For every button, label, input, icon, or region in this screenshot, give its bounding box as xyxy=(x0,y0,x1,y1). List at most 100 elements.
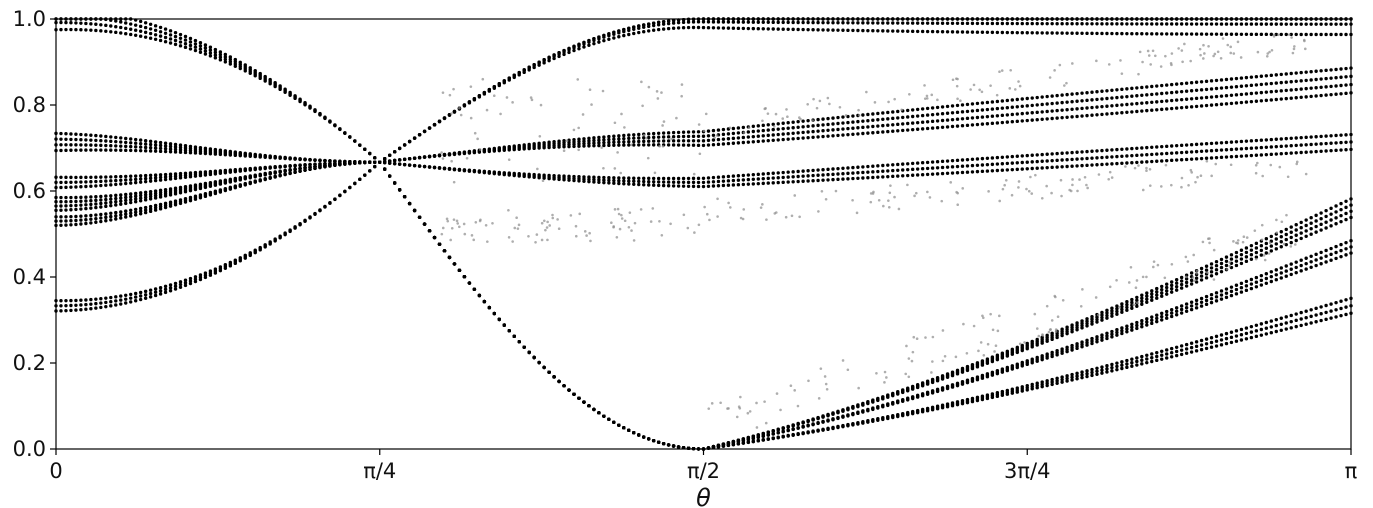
data-point xyxy=(950,124,955,129)
data-point xyxy=(1234,259,1239,263)
data-point xyxy=(856,410,860,414)
data-point xyxy=(612,181,616,185)
data-point xyxy=(1130,31,1134,36)
data-point xyxy=(826,167,830,172)
data-point xyxy=(587,175,591,179)
data-point xyxy=(1085,156,1089,161)
data-point xyxy=(1169,151,1174,155)
data-point xyxy=(148,291,153,296)
data-point xyxy=(691,180,696,185)
data-point xyxy=(1229,147,1234,152)
data-point xyxy=(457,150,462,155)
data-point xyxy=(985,162,990,167)
data-point xyxy=(203,192,208,196)
data-point xyxy=(318,111,322,116)
data-point xyxy=(1234,154,1239,159)
data-point xyxy=(886,29,890,33)
data-point xyxy=(1274,329,1278,334)
data-point xyxy=(1120,329,1124,333)
data-point xyxy=(960,117,965,121)
data-point xyxy=(910,173,915,177)
data-point xyxy=(965,170,970,174)
data-point xyxy=(1339,140,1343,145)
data-point xyxy=(133,148,138,153)
data-point xyxy=(129,214,133,218)
data-point xyxy=(726,183,731,187)
data-point xyxy=(597,175,601,180)
data-point xyxy=(1339,201,1343,206)
data-point xyxy=(980,21,985,26)
data-point xyxy=(661,131,666,135)
data-point xyxy=(821,168,825,172)
data-point xyxy=(1165,313,1169,317)
data-point xyxy=(1090,322,1094,326)
data-point xyxy=(1234,32,1239,36)
data-point xyxy=(841,115,845,119)
data-point xyxy=(791,180,795,184)
data-point xyxy=(1184,105,1189,109)
data-point xyxy=(920,161,925,165)
data-point xyxy=(363,147,367,151)
data-point xyxy=(1324,260,1328,264)
data-point xyxy=(642,30,646,34)
data-point xyxy=(119,136,123,140)
data-point xyxy=(1155,313,1159,317)
data-point xyxy=(293,163,297,168)
data-point xyxy=(1304,229,1308,233)
data-point xyxy=(1249,75,1254,79)
data-point xyxy=(1309,94,1313,99)
data-point xyxy=(891,116,895,121)
data-point xyxy=(1194,96,1199,101)
data-point xyxy=(64,175,68,180)
data-point xyxy=(1219,102,1224,106)
data-point xyxy=(1284,274,1288,278)
data-point xyxy=(965,164,970,168)
data-point xyxy=(1239,154,1244,158)
data-point xyxy=(985,357,990,361)
data-point xyxy=(896,162,900,167)
data-point xyxy=(1309,32,1313,37)
data-point xyxy=(1329,134,1333,138)
data-point xyxy=(651,180,656,184)
data-point xyxy=(1045,352,1049,356)
data-point xyxy=(896,174,900,178)
data-point xyxy=(1115,31,1119,36)
data-point xyxy=(163,287,168,292)
data-point xyxy=(213,56,218,60)
data-point xyxy=(1085,374,1089,379)
data-point xyxy=(178,185,183,190)
data-point xyxy=(412,163,417,168)
data-point xyxy=(1165,32,1169,36)
data-point xyxy=(776,127,780,131)
data-point xyxy=(388,153,392,157)
data-point xyxy=(617,179,621,183)
data-point xyxy=(1015,119,1019,124)
data-point xyxy=(602,175,606,180)
data-point xyxy=(716,20,721,24)
data-point xyxy=(945,165,950,169)
data-point xyxy=(607,178,611,183)
data-point xyxy=(1224,77,1229,82)
data-point xyxy=(64,180,68,185)
data-point xyxy=(1304,150,1308,154)
data-point xyxy=(617,29,621,33)
data-point xyxy=(1120,366,1124,371)
data-point xyxy=(1239,252,1244,257)
data-point xyxy=(632,176,636,180)
data-point xyxy=(1269,73,1274,78)
data-point xyxy=(233,168,238,172)
data-point xyxy=(632,182,636,187)
data-point xyxy=(1160,83,1164,88)
data-point xyxy=(1344,66,1348,71)
data-point xyxy=(1179,143,1184,148)
data-point xyxy=(163,177,168,182)
data-point xyxy=(896,116,900,120)
data-point xyxy=(158,178,163,182)
data-point xyxy=(178,143,183,147)
data-point xyxy=(1219,261,1224,266)
data-point xyxy=(696,143,701,148)
data-point xyxy=(1344,199,1348,203)
data-point xyxy=(676,139,681,143)
data-point xyxy=(94,148,98,152)
data-point xyxy=(881,123,885,128)
